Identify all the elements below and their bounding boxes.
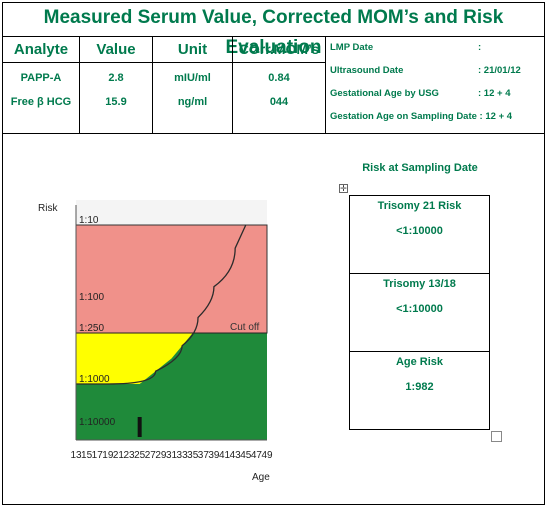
risk-label: Trisomy 13/18 xyxy=(383,278,456,290)
x-tick-label: 31 xyxy=(166,450,178,461)
info-ultrasound-date: Ultrasound Date : 21/01/12 xyxy=(330,65,521,76)
cell-unit: mIU/ml xyxy=(174,72,211,84)
report-frame xyxy=(2,2,545,505)
trisomy-21-risk-box: Trisomy 21 Risk <1:10000 xyxy=(349,195,490,274)
high-risk-zone xyxy=(75,224,268,334)
age-risk-curve xyxy=(75,224,247,385)
header-value: Value xyxy=(96,41,136,58)
x-tick-label: 49 xyxy=(261,450,273,461)
cell-value: 15.9 xyxy=(105,96,127,108)
x-tick-label: 21 xyxy=(113,450,125,461)
resize-handle-icon[interactable] xyxy=(491,431,502,442)
risk-title: Risk at Sampling Date xyxy=(362,162,478,174)
x-tick-label: 15 xyxy=(81,450,93,461)
cell-mom: 0.84 xyxy=(268,72,290,84)
x-tick-label: 39 xyxy=(208,450,220,461)
info-lmp-date: LMP Date : xyxy=(330,42,481,53)
info-value: : 12 + 4 xyxy=(478,88,511,99)
info-label: Ultrasound Date xyxy=(330,65,404,76)
header-corr-mom: COrr.MOM’s xyxy=(238,41,320,57)
y-tick-label: 1:1000 xyxy=(79,374,110,385)
risk-label: Trisomy 21 Risk xyxy=(377,200,462,212)
info-value: : 21/01/12 xyxy=(478,65,521,76)
x-tick-label: 41 xyxy=(219,450,231,461)
info-label: LMP Date xyxy=(330,42,374,53)
x-tick-label: 37 xyxy=(198,450,210,461)
table-divider xyxy=(3,62,325,63)
table-divider xyxy=(325,36,326,133)
info-value: : xyxy=(478,42,482,53)
info-label: Gestational Age by USG xyxy=(330,88,439,99)
x-tick-label: 23 xyxy=(123,450,135,461)
info-label: Gestation Age on Sampling Date : 12 + 4 xyxy=(330,111,513,122)
risk-label: Age Risk xyxy=(395,356,444,368)
x-tick-label: 43 xyxy=(230,450,242,461)
x-tick-label: 33 xyxy=(177,450,189,461)
x-tick-label: 13 xyxy=(70,450,82,461)
x-tick-label: 47 xyxy=(251,450,263,461)
table-divider xyxy=(152,36,153,133)
cell-analyte: PAPP-A xyxy=(20,72,62,84)
x-tick-label: 27 xyxy=(145,450,157,461)
move-handle-icon[interactable]: ✛ xyxy=(339,184,348,193)
trisomy-13-18-risk-box: Trisomy 13/18 <1:10000 xyxy=(349,273,490,352)
cell-value: 2.8 xyxy=(108,72,124,84)
y-axis-label: Risk xyxy=(38,203,58,214)
x-tick-label: 45 xyxy=(240,450,252,461)
risk-value: 1:982 xyxy=(405,381,434,393)
cell-unit: ng/ml xyxy=(177,96,208,108)
y-tick-label: 1:10000 xyxy=(79,417,116,428)
x-tick-label: 29 xyxy=(155,450,167,461)
header-analyte: Analyte xyxy=(13,41,69,58)
age-risk-box: Age Risk 1:982 xyxy=(349,351,490,430)
x-tick-label: 25 xyxy=(134,450,146,461)
x-tick-label: 17 xyxy=(92,450,104,461)
x-axis-label: Age xyxy=(252,472,270,483)
x-tick-label: 35 xyxy=(187,450,199,461)
y-tick-label: 1:100 xyxy=(79,292,104,303)
y-tick-label: 1:250 xyxy=(79,323,104,334)
intermediate-risk-zone xyxy=(76,333,193,384)
table-divider xyxy=(232,36,233,133)
table-divider xyxy=(79,36,80,133)
header-unit: Unit xyxy=(177,41,208,58)
report-title: Measured Serum Value, Corrected MOM’s an… xyxy=(3,3,544,58)
info-gestational-age-usg: Gestational Age by USG : 12 + 4 xyxy=(330,88,510,99)
cell-mom: 044 xyxy=(269,96,289,108)
info-gestation-age-sampling: Gestation Age on Sampling Date : 12 + 4 xyxy=(330,111,512,122)
table-divider xyxy=(3,133,544,134)
risk-value: <1:10000 xyxy=(396,225,443,237)
cutoff-label: Cut off xyxy=(230,322,259,333)
y-tick-label: 1:10 xyxy=(79,215,99,226)
patient-marker xyxy=(137,417,142,437)
risk-value: <1:10000 xyxy=(396,303,443,315)
cell-analyte: Free β HCG xyxy=(10,96,72,108)
x-tick-label: 19 xyxy=(102,450,114,461)
